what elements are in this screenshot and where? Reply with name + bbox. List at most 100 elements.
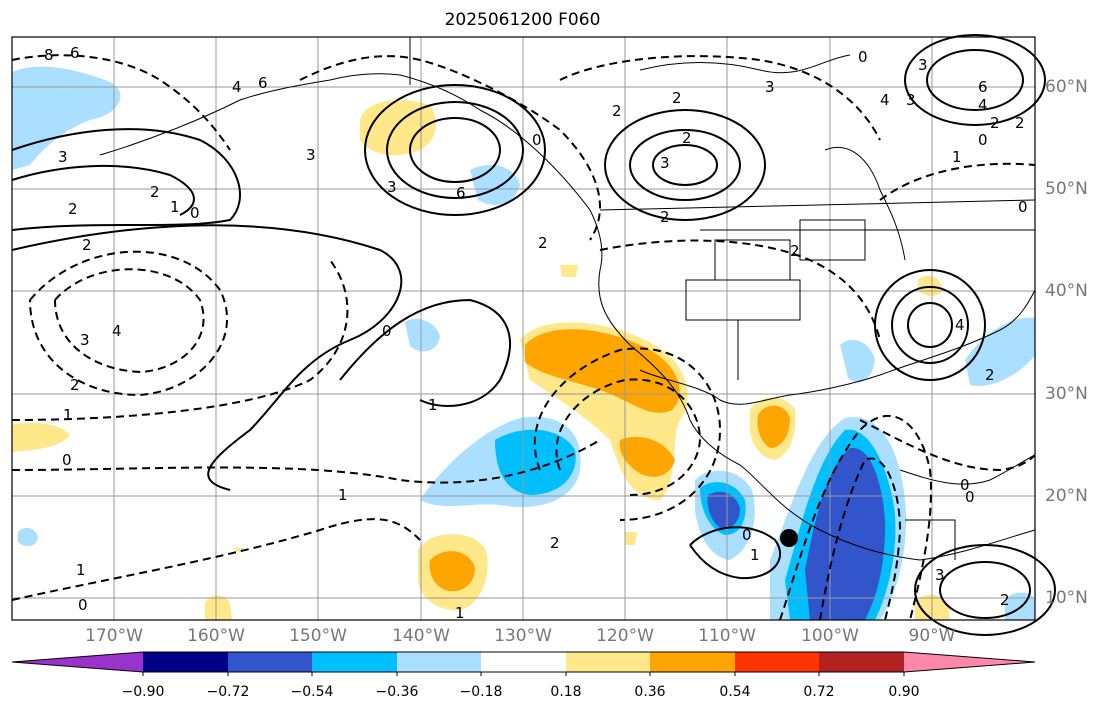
contour-label: 0	[78, 596, 88, 614]
contour-solid	[926, 49, 1024, 111]
location-marker	[780, 529, 798, 547]
contour-dashed	[879, 162, 1036, 201]
shade-lightblue-small	[18, 527, 38, 547]
contour-solid	[891, 286, 969, 364]
contour-labels: 6 8 6 4 3 2 3 2 1 0 2 3 2 4 6 3 0 2 1 2 …	[44, 44, 1028, 622]
shade-yellow-bottom	[205, 595, 232, 620]
contour-label: 2	[70, 376, 80, 394]
contour-label: 1	[952, 148, 962, 166]
lon-label: 110°W	[698, 626, 756, 646]
contour-solid	[364, 84, 546, 216]
colorbar-segment	[650, 652, 735, 672]
shade-yellow-east	[918, 275, 943, 296]
contour-solid	[904, 34, 1046, 126]
contour-label: 0	[190, 204, 200, 222]
contour-dashed	[11, 259, 349, 421]
contour-label: 6	[70, 44, 80, 62]
contour-label: 3	[58, 148, 68, 166]
colorbar	[11, 651, 1036, 676]
contour-dashed	[599, 239, 881, 341]
contour-solid	[604, 109, 766, 221]
contour-solid	[11, 224, 403, 491]
contour-label: 4	[232, 78, 242, 96]
colorbar-label: 0.18	[550, 684, 582, 700]
contour-dashed	[859, 419, 1036, 472]
colorbar-segment	[819, 652, 904, 672]
contour-dashed	[299, 55, 601, 241]
lat-label: 60°N	[1045, 77, 1088, 97]
contour-solid	[907, 302, 953, 348]
colorbar-label: 0.90	[888, 684, 920, 700]
contours	[11, 34, 1056, 636]
colorbar-label: 0.36	[634, 684, 666, 700]
contour-label: 2	[550, 534, 560, 552]
shade-yellow-small1	[560, 265, 578, 277]
colorbar-segment	[12, 652, 143, 672]
contour-label: 6	[456, 184, 466, 202]
contour-label: 4	[880, 91, 890, 109]
contour-label: 6	[978, 78, 988, 96]
contour-solid	[386, 101, 524, 199]
lon-label: 120°W	[596, 626, 654, 646]
lat-label: 10°N	[1045, 588, 1088, 608]
contour-label: 2	[660, 208, 670, 226]
colorbar-segment	[312, 652, 397, 672]
contour-solid	[652, 144, 718, 186]
shade-blue-pacific	[495, 429, 576, 495]
colorbar-segment	[566, 652, 650, 672]
shade-orange-baja	[525, 329, 680, 413]
contour-label: 0	[532, 131, 542, 149]
contour-solid	[339, 298, 511, 407]
contour-dashed	[555, 378, 702, 496]
contour-label: 1	[455, 604, 465, 622]
colorbar-segment	[735, 652, 819, 672]
contour-solid	[11, 164, 195, 216]
contour-label: 2	[985, 366, 995, 384]
contour-label: 2	[682, 129, 692, 147]
contour-label: 0	[960, 476, 970, 494]
contour-label: 2	[82, 236, 92, 254]
contour-label: 3	[660, 154, 670, 172]
colorbar-segment	[228, 652, 312, 672]
colorbar-label: −0.72	[206, 684, 250, 700]
shade-blue-atlantic	[965, 317, 1035, 386]
lon-label: 140°W	[392, 626, 450, 646]
contour-label: 2	[990, 114, 1000, 132]
lat-label: 20°N	[1045, 486, 1088, 506]
map-title: 2025061200 F060	[444, 10, 601, 30]
contour-label: 0	[978, 131, 988, 149]
contour-label: 0	[858, 48, 868, 66]
shade-darkblue-mexico	[707, 491, 740, 529]
contour-dashed	[11, 518, 421, 601]
contour-label: 0	[742, 526, 752, 544]
shade-blue-east-outer	[840, 340, 875, 383]
contour-dashed	[819, 457, 902, 621]
contour-label: 0	[965, 488, 975, 506]
contour-label: 1	[428, 396, 438, 414]
lat-label: 40°N	[1045, 281, 1088, 301]
contour-dashed	[54, 268, 205, 374]
contour-dashed	[533, 347, 722, 521]
contour-label: 1	[170, 198, 180, 216]
contour-label: 3	[306, 146, 316, 164]
colorbar-segment	[904, 652, 1035, 672]
lon-label: 160°W	[187, 626, 245, 646]
shade-orange-gulf	[757, 405, 790, 448]
contour-label: 0	[62, 451, 72, 469]
colorbar-label: −0.18	[459, 684, 503, 700]
contour-label: 1	[63, 406, 73, 424]
shade-lightblue-nw	[12, 66, 121, 170]
shade-yellow-small2	[625, 532, 637, 545]
lon-label: 150°W	[289, 626, 347, 646]
contour-dashed	[559, 55, 881, 141]
contour-label: 2	[790, 242, 800, 260]
contour-solid	[689, 526, 781, 580]
contour-label: 2	[612, 102, 622, 120]
colorbar-label: −0.90	[121, 684, 165, 700]
contour-solid	[629, 129, 741, 201]
colorbar-segment	[397, 652, 481, 672]
shade-yellow-left	[12, 422, 70, 452]
contour-dashed	[11, 439, 601, 484]
contour-label: 2	[1015, 114, 1025, 132]
